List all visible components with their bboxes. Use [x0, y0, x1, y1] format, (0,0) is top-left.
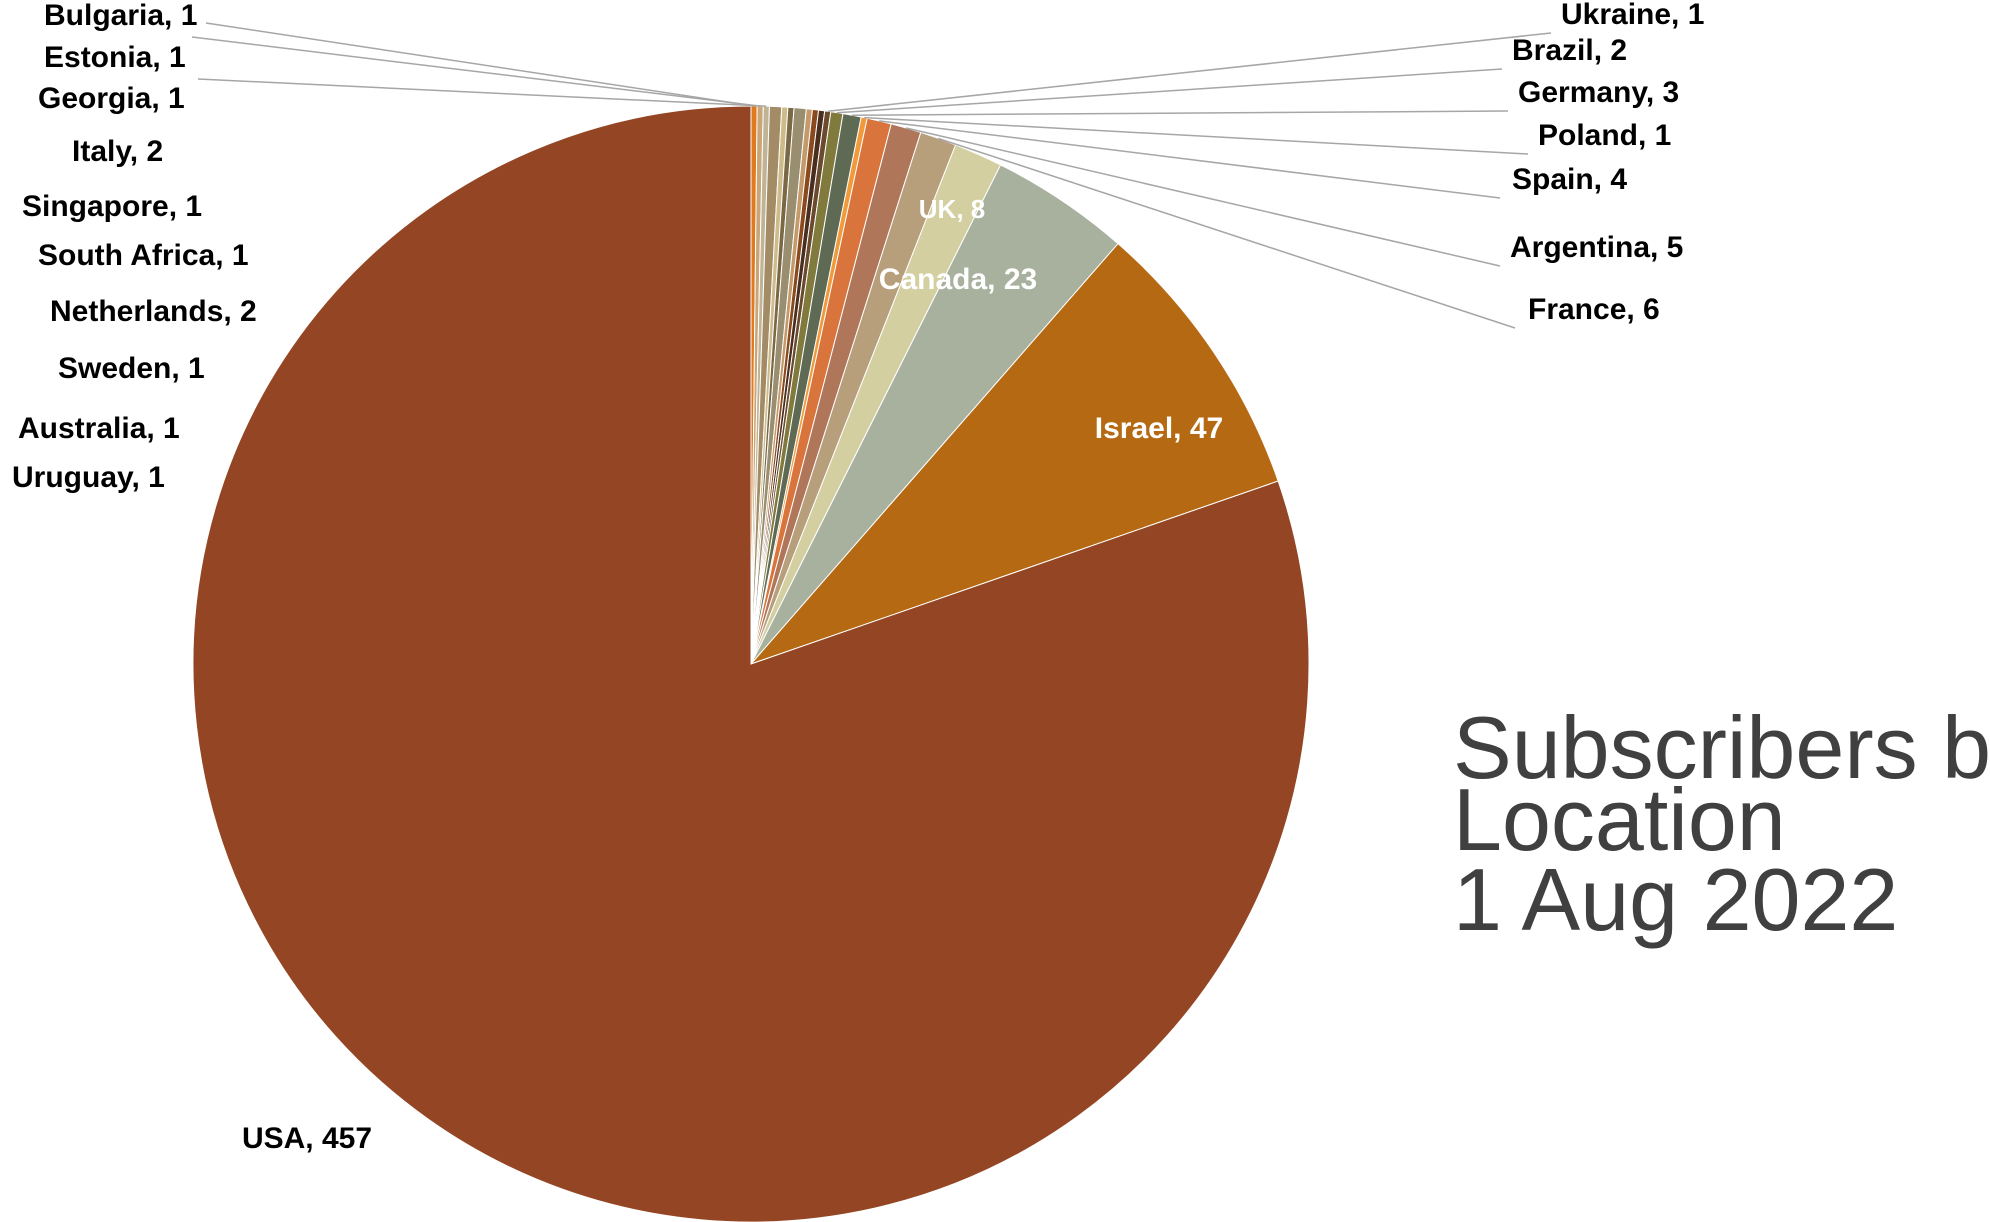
- slice-label-ukraine: Ukraine, 1: [1561, 0, 1704, 31]
- slice-label-poland: Poland, 1: [1538, 119, 1671, 152]
- chart-title: Subscribers by Location 1 Aug 2022: [1453, 698, 1990, 949]
- slice-label-argentina: Argentina, 5: [1510, 231, 1683, 264]
- leader-line-georgia: [197, 78, 767, 107]
- leader-line-argentina: [905, 127, 1501, 267]
- slice-label-australia: Australia, 1: [18, 412, 180, 445]
- slice-label-canada: Canada, 23: [879, 263, 1037, 296]
- slice-label-georgia: Georgia, 1: [38, 82, 185, 115]
- leader-line-estonia: [191, 36, 761, 107]
- slice-label-bulgaria: Bulgaria, 1: [44, 0, 197, 32]
- slice-label-sweden: Sweden, 1: [58, 352, 205, 385]
- pie-slices: [192, 105, 1310, 1222]
- slice-label-germany: Germany, 3: [1518, 76, 1679, 109]
- slice-label-netherlands: Netherlands, 2: [50, 295, 257, 328]
- leader-line-germany: [852, 110, 1509, 116]
- leader-line-france: [938, 137, 1516, 329]
- slice-label-uruguay: Uruguay, 1: [12, 461, 165, 494]
- pie-slice-israel: [749, 242, 1279, 666]
- slice-label-spain: Spain, 4: [1512, 163, 1627, 196]
- leader-line-brazil: [836, 68, 1503, 114]
- leader-line-ukraine: [827, 32, 1552, 113]
- slice-label-france: France, 6: [1528, 293, 1660, 326]
- title-line-1: Subscribers by: [1453, 698, 1990, 797]
- slice-label-south-africa: South Africa, 1: [38, 239, 249, 272]
- pie-slice-usa: [192, 105, 1310, 1222]
- slice-label-usa: USA, 457: [242, 1122, 372, 1155]
- title-line-2: Location: [1453, 770, 1786, 869]
- slice-label-brazil: Brazil, 2: [1512, 34, 1627, 67]
- slice-label-uk: UK, 8: [919, 194, 985, 224]
- slice-label-italy: Italy, 2: [72, 135, 163, 168]
- leader-lines: [191, 22, 1552, 329]
- leader-line-spain: [879, 120, 1501, 199]
- slice-labels: USA, 457 Israel, 47 Canada, 23 UK, 8 France,…: [12, 0, 1704, 1155]
- leader-line-poland: [864, 116, 1529, 155]
- title-line-3: 1 Aug 2022: [1453, 850, 1898, 949]
- slice-label-estonia: Estonia, 1: [44, 41, 186, 74]
- leader-line-bulgaria: [205, 22, 755, 107]
- slice-label-israel: Israel, 47: [1095, 412, 1223, 445]
- slice-label-singapore: Singapore, 1: [22, 190, 202, 223]
